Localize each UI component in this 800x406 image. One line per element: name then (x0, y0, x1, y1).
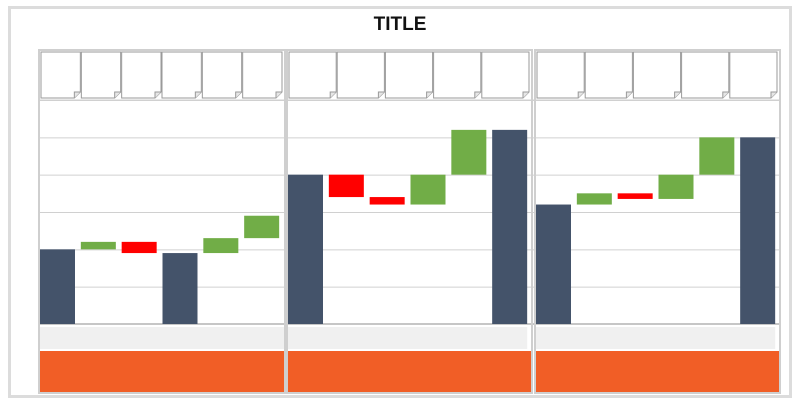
header-cell (584, 51, 633, 99)
bar-total (40, 249, 75, 324)
header-cell (288, 51, 337, 99)
header-cell-fold (329, 91, 337, 98)
header-cell-fold (674, 91, 681, 98)
bar-total (288, 174, 323, 324)
panel-border (38, 49, 286, 394)
bar-increase (576, 193, 612, 205)
header-cell (40, 51, 81, 99)
header-cell (729, 51, 778, 99)
bar-decrease (369, 197, 405, 205)
footer-bands (40, 351, 779, 392)
panel-headers (40, 51, 778, 99)
gridlines (40, 99, 779, 325)
header-cell (121, 51, 162, 99)
bar-total (740, 137, 776, 324)
header-cell (242, 51, 283, 99)
header-cell (161, 51, 202, 99)
label-bands (40, 327, 776, 349)
panel-border (286, 49, 533, 394)
header-cell-fold (577, 91, 585, 98)
label-band (40, 327, 284, 349)
bar-total (162, 253, 198, 324)
header-cell (481, 51, 530, 99)
bar-total (492, 129, 528, 324)
header-cell (336, 51, 385, 99)
bar-decrease (328, 174, 364, 198)
bar-increase (244, 215, 280, 239)
header-cell (433, 51, 482, 99)
panel-border (534, 49, 781, 394)
bar-increase (80, 241, 116, 250)
header-cell-fold (474, 91, 481, 98)
header-cell-fold (275, 91, 282, 98)
header-cell (201, 51, 243, 99)
header-cell-fold (770, 91, 777, 98)
header-cell-fold (426, 91, 433, 98)
footer-band (288, 351, 531, 392)
bar-total (536, 204, 571, 324)
label-band (536, 327, 776, 349)
header-cell-fold (522, 91, 529, 98)
label-band (288, 327, 528, 349)
header-cell-fold (194, 91, 202, 98)
header-cell (632, 51, 682, 99)
header-cell (384, 51, 434, 99)
header-cell (681, 51, 730, 99)
bar-decrease (121, 241, 157, 254)
header-cell-fold (114, 91, 121, 98)
bar-increase (451, 129, 487, 175)
bar-decrease (617, 193, 653, 199)
header-cell-fold (154, 91, 161, 98)
bar-increase (410, 174, 446, 205)
bar-increase (699, 137, 735, 175)
waterfall-bars (40, 129, 776, 324)
header-cell-fold (722, 91, 729, 98)
header-cell-fold (235, 91, 242, 98)
footer-band (40, 351, 284, 392)
bar-increase (658, 174, 694, 199)
header-cell-fold (377, 91, 385, 98)
header-cell-fold (73, 91, 81, 98)
footer-band (536, 351, 779, 392)
header-cell (80, 51, 122, 99)
header-cell (536, 51, 585, 99)
header-cell-fold (625, 91, 633, 98)
bar-increase (203, 238, 239, 254)
panel-borders (38, 49, 781, 394)
chart-title: TITLE (373, 14, 427, 35)
